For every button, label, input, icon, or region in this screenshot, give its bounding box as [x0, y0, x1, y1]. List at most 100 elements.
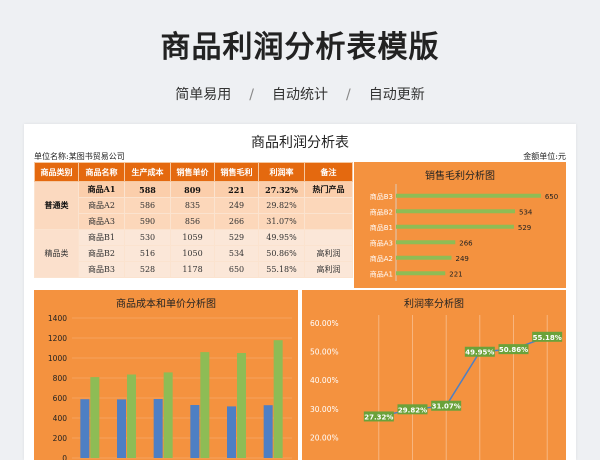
category-label: 商品A2: [370, 254, 393, 263]
data-label: 31.07%: [432, 403, 461, 411]
y-tick-label: 40.00%: [310, 376, 339, 385]
bar: [396, 193, 541, 198]
column-bar: [153, 399, 163, 458]
table-cell: 266: [214, 213, 259, 230]
column-header: 商品类别: [34, 162, 79, 182]
table-cell: 588: [124, 181, 171, 198]
profit-rate-chart: 10.00%20.00%30.00%40.00%50.00%60.00%27.3…: [310, 315, 563, 460]
column-bar: [90, 377, 100, 458]
category-label: 商品A1: [370, 269, 393, 278]
table-cell: 650: [214, 261, 259, 278]
table-cell: 热门产品: [304, 181, 353, 198]
bar: [396, 224, 514, 229]
category-cell: 精品类: [34, 229, 79, 278]
table-cell: 534: [214, 245, 259, 262]
table-header-row: 商品类别 商品名称 生产成本 销售单价 销售毛利 利润率 备注: [34, 162, 353, 182]
table-row: 商品B3 528 1178 650 55.18% 高利润: [35, 261, 353, 278]
gross-profit-chart: 商品B3 650 商品B2 534 商品B1 529 商品A3 266 商品A2 249 商品A1 2…: [370, 184, 558, 281]
data-label: 650: [545, 193, 558, 201]
column-bar: [127, 374, 136, 458]
y-tick-label: 1000: [48, 354, 67, 363]
table-cell: 商品A3: [78, 213, 125, 230]
column-header: 生产成本: [124, 162, 171, 182]
feature-separator: /: [346, 87, 351, 103]
column-header: 销售单价: [170, 162, 215, 182]
table-cell: 1178: [170, 261, 215, 278]
chart-title: 销售毛利分析图: [425, 171, 495, 182]
y-tick-label: 800: [53, 374, 68, 383]
table-cell: 50.86%: [258, 245, 305, 262]
table-cell: 55.18%: [258, 261, 305, 278]
data-label-box: [431, 400, 462, 411]
data-label-box: [363, 411, 394, 422]
gross-profit-chart-panel: 销售毛利分析图 商品B3 650 商品B2 534 商品B1 529 商品A3 266 商品A2…: [354, 162, 566, 288]
data-label: 534: [519, 208, 533, 216]
table-cell: 529: [214, 229, 259, 246]
table-cell: 221: [214, 181, 259, 198]
data-label: 29.82%: [398, 406, 427, 414]
table-cell: 商品B2: [78, 245, 125, 262]
table-row: 普通类 商品A1 588 809 221 27.32% 热门产品: [34, 181, 353, 230]
bar: [396, 209, 516, 214]
data-label: 27.32%: [364, 413, 393, 421]
table-row: 精品类 商品B1 530 1059 529 49.95%: [34, 229, 353, 278]
column-header: 销售毛利: [214, 162, 259, 182]
unit-name: 单位名称:某图书贸易公司: [34, 152, 125, 161]
feature-auto-stats: 自动统计: [272, 87, 328, 103]
y-tick-label: 1400: [48, 314, 67, 323]
y-tick-label: 50.00%: [310, 348, 339, 357]
feature-auto-update: 自动更新: [368, 87, 425, 103]
table-cell: 49.95%: [258, 229, 305, 246]
table-cell: 高利润: [304, 261, 353, 278]
data-label-box: [397, 404, 428, 415]
table-cell: 590: [124, 213, 171, 230]
bar: [396, 271, 446, 276]
table-cell: 29.82%: [258, 197, 305, 214]
table-cell: [304, 229, 353, 246]
column-bar: [227, 406, 236, 458]
y-tick-label: 0: [62, 454, 67, 460]
data-label: 221: [449, 270, 462, 278]
table-cell: 835: [170, 197, 215, 214]
column-bar: [190, 405, 200, 458]
bar: [396, 255, 452, 260]
column-bar: [163, 372, 173, 458]
table-row: 商品A3 590 856 266 31.07%: [35, 213, 353, 230]
profit-rate-chart-panel: 利润率分析图 10.00%20.00%30.00%40.00%50.00%60.…: [302, 290, 566, 460]
y-tick-label: 1200: [48, 334, 67, 343]
column-header: 商品名称: [78, 162, 125, 182]
column-bar: [117, 399, 126, 458]
table-cell: [304, 197, 353, 214]
data-label: 50.86%: [499, 346, 528, 354]
bar: [396, 240, 456, 245]
category-label: 商品B3: [370, 192, 393, 201]
column-header: 备注: [304, 162, 353, 182]
column-header: 利润率: [258, 162, 305, 182]
feature-easy: 简单易用: [175, 87, 232, 103]
table-cell: 528: [124, 261, 171, 278]
column-bar: [237, 353, 246, 458]
table-cell: 249: [214, 197, 259, 214]
feature-list: 简单易用 / 自动统计 / 自动更新: [0, 84, 600, 104]
y-tick-label: 200: [53, 434, 68, 443]
data-label-box: [464, 346, 495, 357]
data-label-box: [498, 344, 529, 355]
cost-price-chart: 0 200 400 600 800 1000 1200 1400: [48, 314, 292, 460]
category-cell: 普通类: [34, 181, 79, 230]
data-label: 266: [459, 239, 473, 247]
currency-unit: 金额单位:元: [523, 152, 566, 161]
y-tick-label: 400: [53, 414, 68, 423]
column-bar: [80, 399, 90, 458]
table-row: 商品B2 516 1050 534 50.86% 高利润: [35, 245, 353, 262]
y-tick-label: 600: [53, 394, 68, 403]
cost-price-chart-panel: 商品成本和单价分析图 0 200 400 600 800 1000 1200 1400: [34, 290, 298, 460]
category-label: 商品A3: [370, 238, 393, 247]
table-cell: 516: [124, 245, 171, 262]
page-title: 商品利润分析表模版: [160, 30, 440, 65]
category-label: 商品B2: [370, 207, 393, 216]
table-cell: 高利润: [304, 245, 353, 262]
sheet-title: 商品利润分析表: [251, 135, 349, 151]
table-cell: 31.07%: [258, 213, 305, 230]
spreadsheet-preview: 商品利润分析表 单位名称:某图书贸易公司 金额单位:元 商品类别 商品名称 生产…: [24, 124, 576, 460]
table-row: 商品A2 586 835 249 29.82%: [35, 197, 353, 214]
